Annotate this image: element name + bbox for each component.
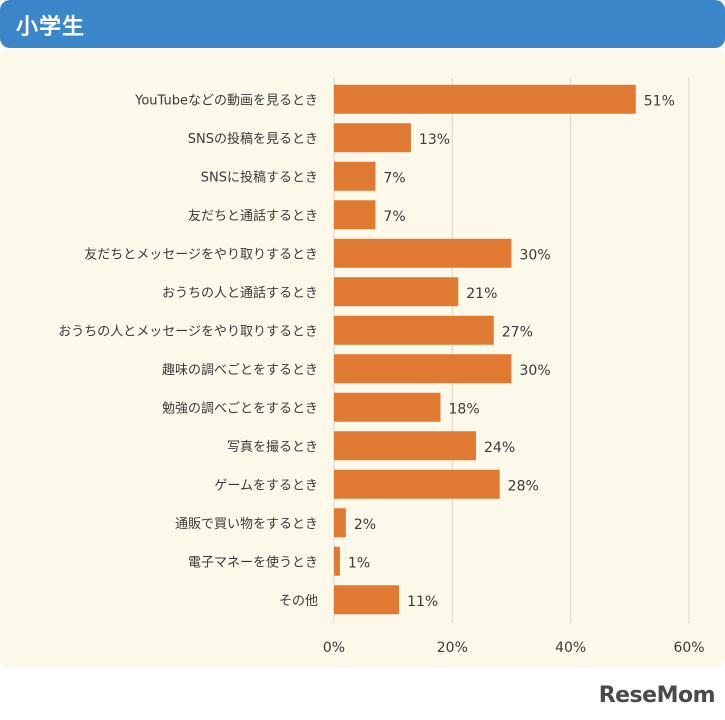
data-label: 30% xyxy=(520,363,551,379)
bar xyxy=(334,238,512,268)
data-label: 30% xyxy=(520,247,551,263)
bar xyxy=(334,392,441,422)
category-label: SNSに投稿するとき xyxy=(201,169,318,185)
bar xyxy=(334,469,500,499)
x-tick-label: 40% xyxy=(555,640,586,656)
data-label: 11% xyxy=(407,594,438,610)
data-label: 24% xyxy=(484,440,515,456)
bar xyxy=(334,123,411,153)
data-label: 1% xyxy=(348,555,370,571)
category-label: 趣味の調べごとをするとき xyxy=(162,362,318,378)
data-label: 51% xyxy=(644,93,675,109)
data-label: 18% xyxy=(449,401,480,417)
data-label: 7% xyxy=(383,170,405,186)
x-tick-label: 0% xyxy=(323,640,345,656)
bar xyxy=(334,508,346,538)
category-label: おうちの人と通話するとき xyxy=(162,285,318,301)
category-label: 友だちとメッセージをやり取りするとき xyxy=(84,246,318,262)
category-label: 電子マネーを使うとき xyxy=(188,554,318,570)
data-label: 21% xyxy=(466,286,497,302)
category-label: ゲームをするとき xyxy=(214,478,318,493)
bar xyxy=(334,200,376,230)
data-label: 27% xyxy=(502,324,533,340)
bar xyxy=(334,84,636,114)
x-tick-label: 60% xyxy=(673,640,704,656)
bar xyxy=(334,431,476,461)
chart-title: 小学生 xyxy=(16,15,86,40)
category-label: YouTubeなどの動画を見るとき xyxy=(134,93,318,108)
bar xyxy=(334,161,376,191)
bar xyxy=(334,546,340,576)
bar xyxy=(334,277,459,307)
data-label: 28% xyxy=(508,478,539,494)
chart-header: 小学生 xyxy=(0,0,725,48)
category-label: 勉強の調べごとをするとき xyxy=(162,400,318,416)
resemom-logo: ReseMom xyxy=(598,683,716,708)
category-label: 友だちと通話するとき xyxy=(188,208,318,224)
data-label: 13% xyxy=(419,132,450,148)
data-label: 7% xyxy=(383,209,405,225)
bar xyxy=(334,354,512,384)
bar xyxy=(334,315,494,345)
data-label: 2% xyxy=(354,517,376,533)
category-label: おうちの人とメッセージをやり取りするとき xyxy=(58,324,318,339)
category-label: 通販で買い物をするとき xyxy=(175,517,318,532)
category-label: SNSの投稿を見るとき xyxy=(188,131,318,147)
category-label: 写真を撮るとき xyxy=(227,439,318,455)
bar xyxy=(334,585,400,615)
x-tick-label: 20% xyxy=(437,640,468,656)
category-label: その他 xyxy=(279,594,318,609)
